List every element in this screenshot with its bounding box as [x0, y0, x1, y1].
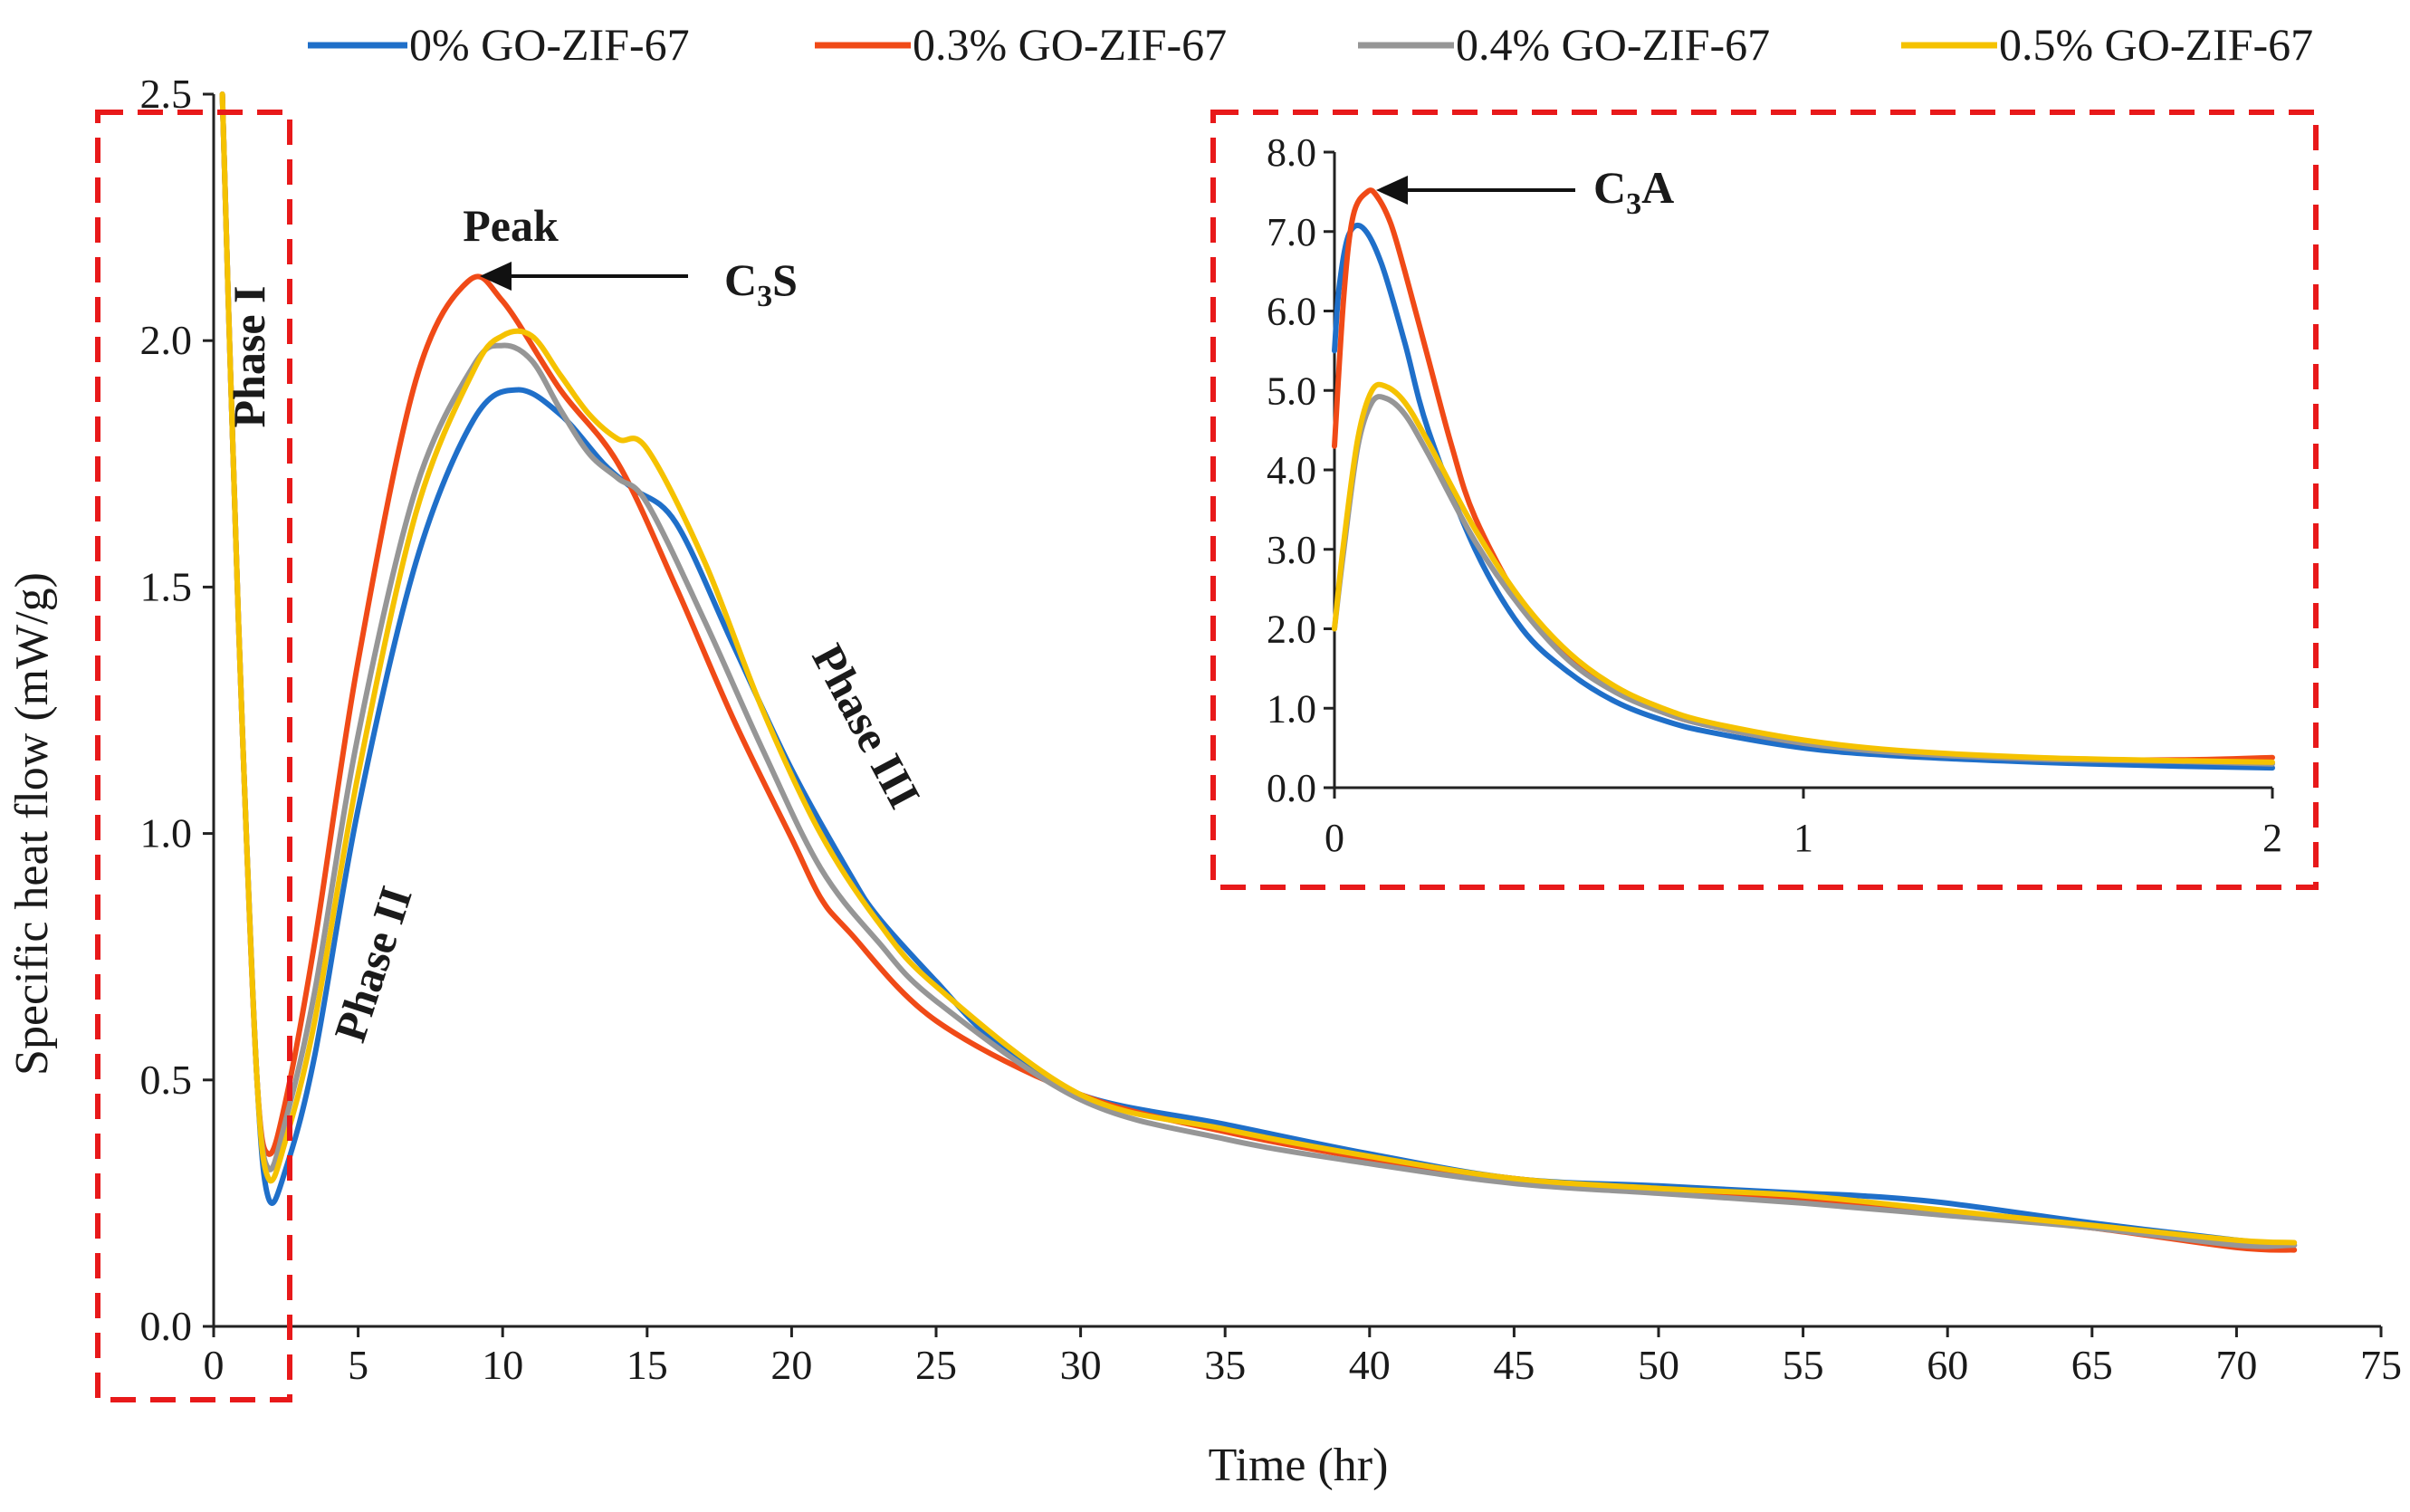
c3s-label-subscript: 3	[757, 280, 772, 313]
c3a-label: C3A	[1593, 162, 1674, 221]
main-y-tick-label: 0.0	[140, 1303, 193, 1349]
main-series	[219, 91, 2298, 1253]
main-x-tick-label: 20	[770, 1342, 812, 1388]
phase-one-highlight-box	[95, 110, 292, 1402]
c3s-annotation: C3S	[480, 254, 798, 313]
inset-y-tick-label: 0.0	[1267, 766, 1316, 810]
main-x-tick-label: 5	[348, 1342, 368, 1388]
main-x-tick-label: 25	[915, 1342, 957, 1388]
inset-y-tick-label: 6.0	[1267, 290, 1316, 334]
main-y-tick-label: 1.5	[140, 563, 193, 609]
inset-x-tick-label: 0	[1325, 816, 1344, 860]
c3a-arrowhead	[1376, 176, 1408, 205]
phase-one-label: Phase I	[224, 286, 274, 428]
main-x-tick-label: 65	[2071, 1342, 2113, 1388]
c3a-annotation: C3A	[1376, 162, 1674, 221]
main-x-tick-label: 70	[2215, 1342, 2257, 1388]
legend-label-3: 0.5% GO-ZIF-67	[1999, 19, 2313, 70]
inset-y-tick-label: 5.0	[1267, 368, 1316, 413]
main-x-tick-label: 10	[482, 1342, 523, 1388]
inset-y-tick-label: 3.0	[1267, 528, 1316, 572]
legend-label-1: 0.3% GO-ZIF-67	[913, 19, 1227, 70]
c3s-arrowhead	[480, 262, 512, 291]
inset-series-line-0	[1332, 222, 2275, 771]
main-y-tick-label: 0.5	[140, 1057, 193, 1103]
main-x-tick-label: 35	[1204, 1342, 1246, 1388]
inset-highlight-box	[1210, 110, 2319, 890]
main-x-tick-label: 30	[1060, 1342, 1102, 1388]
legend: 0% GO-ZIF-67 0.3% GO-ZIF-67 0.4% GO-ZIF-…	[308, 19, 2313, 70]
c3a-label-main: C	[1593, 162, 1626, 213]
inset-y-tick-label: 8.0	[1267, 130, 1316, 175]
inset-x-tick-label: 2	[2262, 816, 2282, 860]
c3s-label-main: C	[724, 254, 757, 305]
main-x-tick-label: 75	[2360, 1342, 2402, 1388]
peak-label: Peak	[463, 200, 559, 251]
main-x-tick-label: 40	[1349, 1342, 1391, 1388]
legend-label-2: 0.4% GO-ZIF-67	[1456, 19, 1770, 70]
main-y-tick-label: 1.0	[140, 810, 193, 856]
inset-axes: 0 1 2 0.0 1.0 2.0 3.0 4.0 5.0 6.0 7.0 8.0	[1267, 130, 2282, 860]
c3s-label-suffix: S	[772, 254, 798, 305]
inset-y-tick-label: 1.0	[1267, 686, 1316, 731]
inset-x-tick-label: 1	[1793, 816, 1813, 860]
main-axes: 0 5 10 15 20 25 30 35 40 45 50 55 60 65 70 750.00.51.01…	[140, 71, 2403, 1388]
x-axis-label: Time (hr)	[1209, 1440, 1389, 1491]
inset-y-tick-label: 2.0	[1267, 608, 1316, 652]
phase-three-label: Phase III	[802, 636, 930, 816]
c3s-label: C3S	[724, 254, 798, 313]
main-x-tick-label: 15	[626, 1342, 668, 1388]
main-series-line-3	[219, 91, 2298, 1246]
y-axis-label: Specific heat flow (mW/g)	[6, 572, 58, 1076]
inset-y-tick-label: 4.0	[1267, 448, 1316, 493]
c3a-label-subscript: 3	[1626, 187, 1641, 221]
c3a-label-suffix: A	[1641, 162, 1674, 213]
main-x-tick-label: 0	[204, 1342, 225, 1388]
main-x-tick-label: 45	[1493, 1342, 1535, 1388]
legend-label-0: 0% GO-ZIF-67	[409, 19, 690, 70]
main-x-tick-label: 50	[1638, 1342, 1679, 1388]
main-y-tick-label: 2.5	[140, 71, 193, 117]
inset-series-line-3	[1332, 381, 2275, 765]
inset-series	[1332, 187, 2275, 771]
main-x-tick-label: 60	[1927, 1342, 1968, 1388]
main-x-tick-label: 55	[1783, 1342, 1824, 1388]
main-y-tick-label: 2.0	[140, 317, 193, 363]
inset-y-tick-label: 7.0	[1267, 210, 1316, 254]
